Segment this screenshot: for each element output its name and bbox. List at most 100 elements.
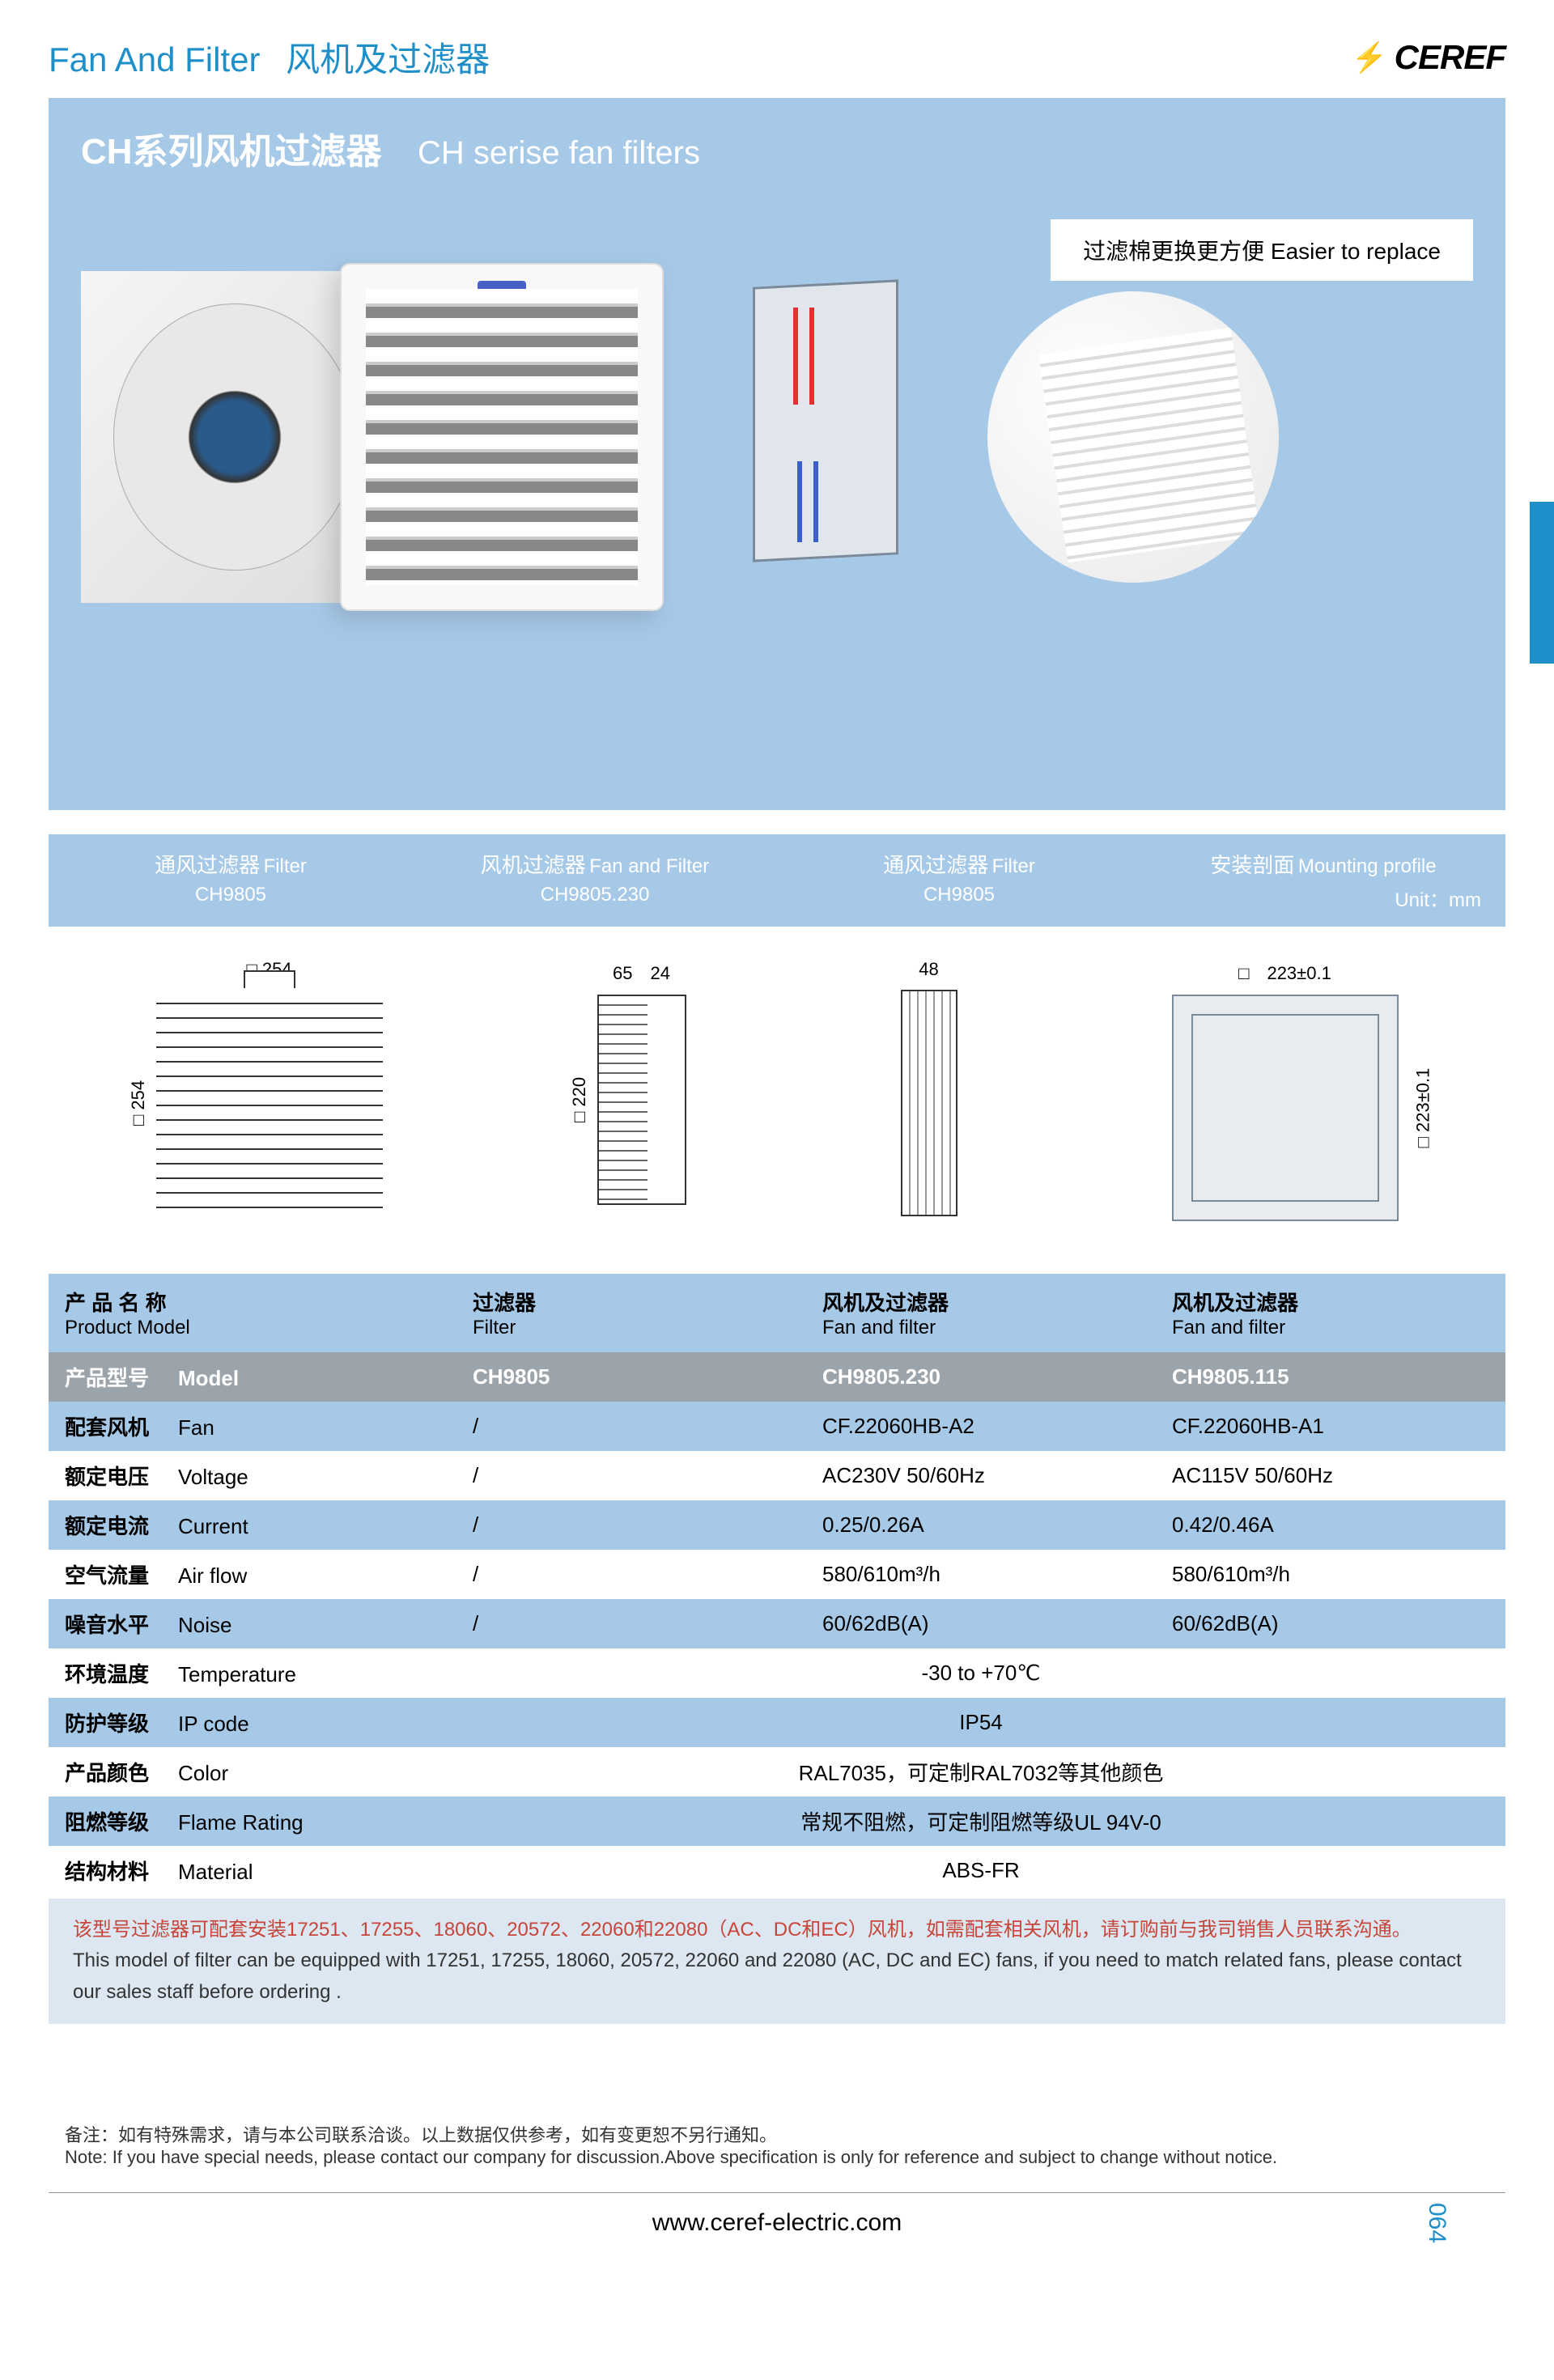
header-title: Fan And Filter 风机及过滤器 bbox=[49, 32, 490, 82]
footnote-en: Note: If you have special needs, please … bbox=[65, 2147, 1489, 2168]
cell-label: 空气流量Air flow bbox=[49, 1550, 456, 1599]
section-col: 风机过滤器 Fan and Filter CH9805.230 bbox=[413, 849, 777, 912]
cell-label-cn: 额定电压 bbox=[65, 1461, 178, 1491]
section-en: Mounting profile bbox=[1298, 855, 1437, 877]
cell-value: AC115V 50/60Hz bbox=[1156, 1451, 1505, 1500]
dimension-label: 65 24 bbox=[597, 959, 686, 985]
cell-label-en: Color bbox=[178, 1761, 228, 1786]
section-cn: 通风过滤器 bbox=[883, 853, 988, 877]
header-en: Fan and filter bbox=[822, 1317, 1140, 1339]
feature-badge: 过滤棉更换更方便 Easier to replace bbox=[1051, 219, 1473, 281]
cell-value: CH9805 bbox=[456, 1352, 806, 1402]
dimension-label: □ 254 bbox=[128, 1080, 149, 1126]
section-col: 通风过滤器 Filter CH9805 bbox=[777, 849, 1141, 912]
note-box: 该型号过滤器可配套安装17251、17255、18060、20572、22060… bbox=[49, 1898, 1505, 2024]
section-model: CH9805 bbox=[49, 884, 413, 906]
cell-label: 额定电流Current bbox=[49, 1500, 456, 1550]
table-row: 噪音水平Noise/60/62dB(A)60/62dB(A) bbox=[49, 1599, 1505, 1648]
header-en: Fan and filter bbox=[1172, 1317, 1489, 1339]
drawing-mount: □ 223±0.1 □ 223±0.1 bbox=[1172, 959, 1399, 1225]
fan-side-drawing bbox=[597, 995, 686, 1205]
cell-label-en: Model bbox=[178, 1366, 239, 1391]
cell-value: 60/62dB(A) bbox=[806, 1599, 1156, 1648]
page-header: Fan And Filter 风机及过滤器 ⚡ CEREF bbox=[49, 32, 1505, 82]
louver-slats bbox=[366, 289, 638, 585]
filter-detail-image bbox=[987, 291, 1279, 583]
table-row: 环境温度Temperature-30 to +70℃ bbox=[49, 1648, 1505, 1698]
arrow-blue-icon bbox=[813, 461, 818, 542]
cell-value: AC230V 50/60Hz bbox=[806, 1451, 1156, 1500]
dimension-label: □ 223±0.1 bbox=[1412, 1068, 1433, 1148]
cell-label-cn: 噪音水平 bbox=[65, 1609, 178, 1639]
cell-label: 环境温度Temperature bbox=[49, 1648, 456, 1698]
note-cn: 该型号过滤器可配套安装17251、17255、18060、20572、22060… bbox=[73, 1915, 1481, 1945]
cell-label-en: Temperature bbox=[178, 1662, 296, 1687]
cell-value: 580/610m³/h bbox=[806, 1550, 1156, 1599]
cell-label-en: Fan bbox=[178, 1415, 214, 1440]
page-number: 064 bbox=[1423, 2203, 1450, 2243]
cell-value: 580/610m³/h bbox=[1156, 1550, 1505, 1599]
drawing-filter: □ 254 □ 254 bbox=[156, 959, 383, 1220]
header-cn: 风机及过滤器 bbox=[1172, 1291, 1298, 1315]
hero-title-en: CH serise fan filters bbox=[418, 135, 700, 171]
section-cn: 风机过滤器 bbox=[481, 853, 586, 877]
cell-label-cn: 空气流量 bbox=[65, 1559, 178, 1589]
drawing-profile: 48 bbox=[901, 959, 957, 1216]
spec-table: 产 品 名 称Product Model 过滤器Filter 风机及过滤器Fan… bbox=[49, 1274, 1505, 1895]
section-cn: 通风过滤器 bbox=[155, 853, 260, 877]
profile-drawing bbox=[901, 990, 957, 1216]
arrow-blue-icon bbox=[797, 461, 802, 542]
dimension-label: □ 223±0.1 bbox=[1172, 959, 1399, 985]
page-footer: www.ceref-electric.com 064 bbox=[49, 2192, 1505, 2237]
cell-value: CF.22060HB-A1 bbox=[1156, 1402, 1505, 1451]
bolt-icon: ⚡ bbox=[1352, 40, 1388, 74]
cell-label: 防护等级IP code bbox=[49, 1698, 456, 1747]
product-images bbox=[81, 263, 1473, 611]
cell-label-en: Voltage bbox=[178, 1465, 248, 1490]
airflow-diagram bbox=[712, 283, 939, 591]
cell-label: 阻燃等级Flame Rating bbox=[49, 1797, 456, 1846]
cell-label: 配套风机Fan bbox=[49, 1402, 456, 1451]
cell-label-en: Current bbox=[178, 1514, 248, 1539]
arrow-red-icon bbox=[809, 308, 814, 405]
section-model: CH9805 bbox=[777, 884, 1141, 906]
cell-value: -30 to +70℃ bbox=[456, 1648, 1505, 1698]
title-en: Fan And Filter bbox=[49, 40, 260, 78]
section-cn: 安装剖面 bbox=[1210, 853, 1294, 877]
cell-value: 60/62dB(A) bbox=[1156, 1599, 1505, 1648]
table-row: 额定电流Current/0.25/0.26A0.42/0.46A bbox=[49, 1500, 1505, 1550]
section-en: Filter bbox=[992, 855, 1035, 877]
title-cn: 风机及过滤器 bbox=[286, 40, 490, 78]
cell-value: CH9805.230 bbox=[806, 1352, 1156, 1402]
cell-label-cn: 环境温度 bbox=[65, 1658, 178, 1688]
cell-label-en: Air flow bbox=[178, 1563, 247, 1589]
cell-label-cn: 结构材料 bbox=[65, 1856, 178, 1886]
header-cn: 风机及过滤器 bbox=[822, 1291, 949, 1315]
section-headers: 通风过滤器 Filter CH9805 风机过滤器 Fan and Filter… bbox=[49, 834, 1505, 927]
cell-label-en: Material bbox=[178, 1860, 253, 1885]
mount-drawing bbox=[1172, 995, 1399, 1221]
cell-label-cn: 防护等级 bbox=[65, 1708, 178, 1737]
cell-value: CH9805.115 bbox=[1156, 1352, 1505, 1402]
cell-value: / bbox=[456, 1599, 806, 1648]
hero-title-cn: CH系列风机过滤器 bbox=[81, 122, 382, 174]
footnote-cn: 备注：如有特殊需求，请与本公司联系洽谈。以上数据仅供参考，如有变更恕不另行通知。 bbox=[65, 2121, 1489, 2147]
cell-value: / bbox=[456, 1550, 806, 1599]
footer-url: www.ceref-electric.com bbox=[652, 2209, 902, 2237]
enclosure-box bbox=[753, 279, 898, 562]
header-cn: 产 品 名 称 bbox=[65, 1291, 167, 1315]
cell-label: 结构材料Material bbox=[49, 1846, 456, 1895]
technical-drawings: □ 254 □ 254 65 24 □ 220 48 □ 223±0.1 □ 2… bbox=[49, 959, 1505, 1225]
drawing-fan-side: 65 24 □ 220 bbox=[597, 959, 686, 1209]
table-row: 额定电压Voltage /AC230V 50/60HzAC115V 50/60Hz bbox=[49, 1451, 1505, 1500]
cell-label-en: Flame Rating bbox=[178, 1810, 304, 1835]
section-unit: Unit：mm bbox=[1141, 884, 1505, 912]
brand-logo: ⚡ CEREF bbox=[1352, 38, 1505, 77]
footnote: 备注：如有特殊需求，请与本公司联系洽谈。以上数据仅供参考，如有变更恕不另行通知。… bbox=[49, 2121, 1505, 2168]
section-en: Filter bbox=[264, 855, 307, 877]
arrow-red-icon bbox=[793, 308, 798, 405]
model-row: 产品型号Model CH9805 CH9805.230 CH9805.115 bbox=[49, 1352, 1505, 1402]
cell-value: / bbox=[456, 1451, 806, 1500]
cell-label-cn: 额定电流 bbox=[65, 1510, 178, 1540]
table-row: 空气流量Air flow/580/610m³/h580/610m³/h bbox=[49, 1550, 1505, 1599]
